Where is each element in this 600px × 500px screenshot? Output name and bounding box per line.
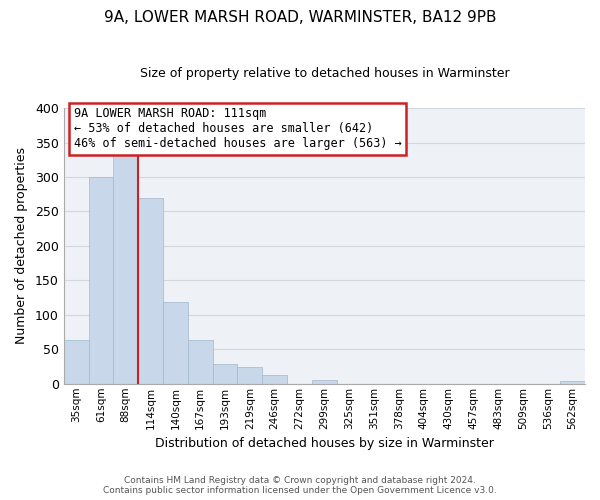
Text: Contains HM Land Registry data © Crown copyright and database right 2024.
Contai: Contains HM Land Registry data © Crown c…: [103, 476, 497, 495]
Bar: [312, 380, 337, 384]
Title: Size of property relative to detached houses in Warminster: Size of property relative to detached ho…: [140, 68, 509, 80]
Bar: [113, 154, 138, 384]
Text: 9A LOWER MARSH ROAD: 111sqm
← 53% of detached houses are smaller (642)
46% of se: 9A LOWER MARSH ROAD: 111sqm ← 53% of det…: [74, 108, 401, 150]
X-axis label: Distribution of detached houses by size in Warminster: Distribution of detached houses by size …: [155, 437, 494, 450]
Bar: [212, 364, 238, 384]
Bar: [138, 198, 163, 384]
Y-axis label: Number of detached properties: Number of detached properties: [15, 148, 28, 344]
Bar: [188, 340, 212, 384]
Bar: [89, 177, 113, 384]
Bar: [560, 381, 585, 384]
Text: 9A, LOWER MARSH ROAD, WARMINSTER, BA12 9PB: 9A, LOWER MARSH ROAD, WARMINSTER, BA12 9…: [104, 10, 496, 25]
Bar: [163, 302, 188, 384]
Bar: [64, 340, 89, 384]
Bar: [262, 375, 287, 384]
Bar: [238, 366, 262, 384]
